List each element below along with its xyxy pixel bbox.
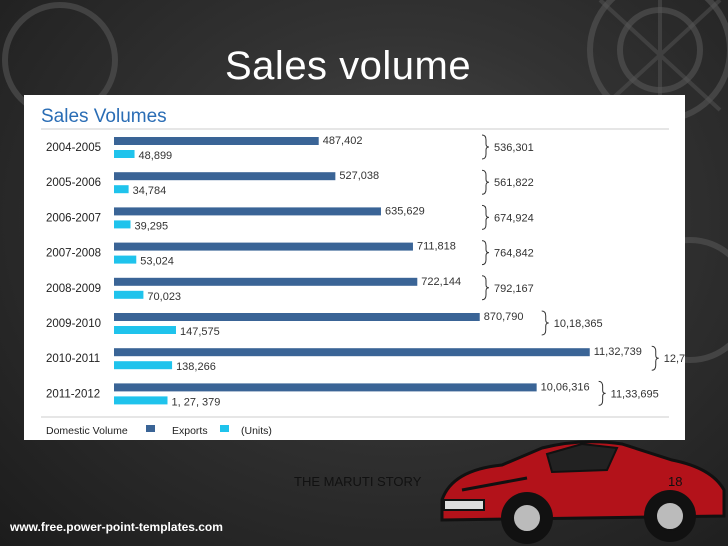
total-value-label: 792,167 bbox=[494, 283, 534, 295]
sales-volume-chart: Sales Volumes 2004-2005 487,402 48,899 536,3… bbox=[41, 106, 685, 437]
domestic-value-label: 10,06,316 bbox=[541, 381, 590, 393]
exports-value-label: 70,023 bbox=[147, 291, 181, 303]
exports-value-label: 53,024 bbox=[140, 256, 174, 268]
total-brace bbox=[598, 380, 606, 406]
exports-bar bbox=[114, 255, 137, 264]
domestic-value-label: 11,32,739 bbox=[594, 346, 642, 358]
domestic-bar bbox=[114, 242, 413, 251]
total-value-label: 561,822 bbox=[494, 177, 534, 189]
category-label: 2005-2006 bbox=[46, 177, 101, 189]
category-label: 2010-2011 bbox=[46, 353, 100, 365]
total-brace bbox=[481, 134, 490, 160]
exports-bar bbox=[114, 150, 135, 158]
domestic-bar bbox=[114, 277, 418, 286]
exports-value-label: 147,575 bbox=[180, 326, 220, 338]
exports-value-label: 39,295 bbox=[135, 220, 169, 232]
exports-bar bbox=[114, 326, 176, 334]
domestic-bar bbox=[114, 313, 480, 321]
category-label: 2006-2007 bbox=[46, 212, 101, 224]
total-brace bbox=[481, 240, 490, 266]
legend-domestic-label: Domestic Volume bbox=[46, 425, 128, 437]
exports-value-label: 34,784 bbox=[133, 185, 167, 197]
total-brace bbox=[481, 169, 490, 195]
car-illustration-icon bbox=[440, 440, 726, 544]
exports-value-label: 48,899 bbox=[139, 150, 173, 162]
domestic-value-label: 722,144 bbox=[421, 276, 461, 288]
exports-value-label: 138,266 bbox=[176, 361, 216, 373]
total-value-label: 764,842 bbox=[494, 248, 534, 260]
total-brace bbox=[651, 345, 659, 371]
category-label: 2009-2010 bbox=[46, 318, 101, 330]
exports-bar bbox=[114, 361, 173, 370]
legend-exports-label: Exports bbox=[172, 425, 208, 437]
exports-bar bbox=[114, 396, 168, 405]
exports-bar bbox=[114, 185, 129, 194]
total-value-label: 536,301 bbox=[494, 142, 534, 154]
slide-title: Sales volume bbox=[225, 44, 472, 88]
legend-units-label: (Units) bbox=[241, 425, 272, 437]
domestic-bar bbox=[114, 207, 381, 216]
category-label: 2008-2009 bbox=[46, 283, 101, 295]
chart-title: Sales Volumes bbox=[41, 106, 167, 127]
template-url: www.free.power-point-templates.com bbox=[10, 520, 223, 534]
legend-domestic-swatch bbox=[146, 425, 155, 432]
total-value-label: 674,924 bbox=[494, 212, 534, 224]
domestic-bar bbox=[114, 137, 319, 145]
category-label: 2007-2008 bbox=[46, 248, 101, 260]
category-label: 2011-2012 bbox=[46, 388, 100, 400]
total-value-label: 12,71,005 bbox=[664, 353, 685, 365]
total-value-label: 11,33,695 bbox=[611, 388, 659, 400]
domestic-value-label: 711,818 bbox=[417, 241, 456, 253]
domestic-value-label: 635,629 bbox=[385, 205, 425, 217]
total-brace bbox=[481, 204, 490, 230]
page-number: 18 bbox=[668, 474, 683, 489]
domestic-value-label: 527,038 bbox=[339, 170, 379, 182]
domestic-value-label: 487,402 bbox=[323, 135, 363, 147]
chart-panel: Sales Volumes 2004-2005 487,402 48,899 536,3… bbox=[24, 95, 685, 440]
domestic-bar bbox=[114, 172, 336, 181]
domestic-value-label: 870,790 bbox=[484, 311, 524, 323]
exports-bar bbox=[114, 220, 131, 229]
exports-value-label: 1, 27, 379 bbox=[171, 396, 220, 408]
total-brace bbox=[481, 275, 490, 301]
exports-bar bbox=[114, 290, 144, 299]
domestic-bar bbox=[114, 348, 590, 357]
total-value-label: 10,18,365 bbox=[554, 318, 603, 330]
category-label: 2004-2005 bbox=[46, 142, 101, 154]
total-brace bbox=[541, 310, 549, 336]
footer-text: THE MARUTI STORY bbox=[294, 474, 422, 489]
domestic-bar bbox=[114, 383, 537, 392]
legend-exports-swatch bbox=[220, 425, 229, 432]
